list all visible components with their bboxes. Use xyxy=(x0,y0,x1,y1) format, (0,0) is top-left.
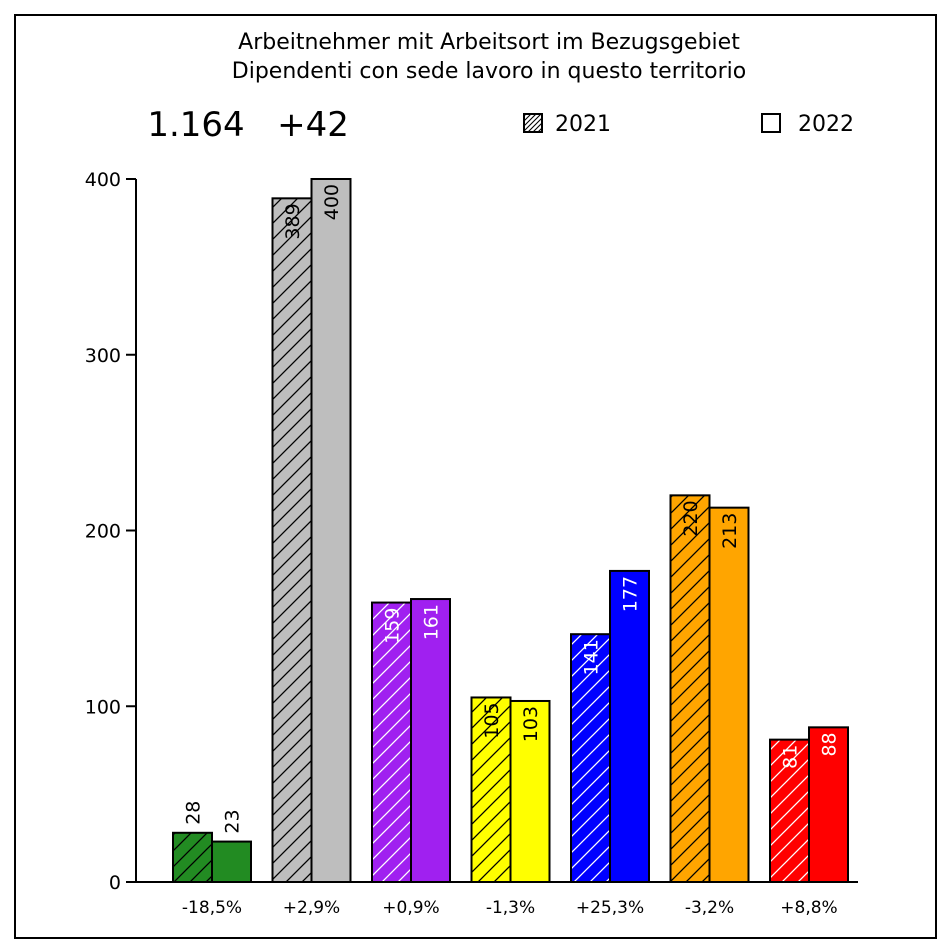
y-tick-label: 400 xyxy=(85,169,121,191)
bar-2021 xyxy=(570,633,611,883)
y-tick-label: 100 xyxy=(85,696,121,718)
bar-2022 xyxy=(808,726,849,884)
legend-label-2022: 2022 xyxy=(798,112,854,137)
y-tick-label: 300 xyxy=(85,345,121,367)
bar-value-label: 400 xyxy=(321,184,343,220)
category-label: -3,2% xyxy=(685,898,734,918)
bar-value-label: 105 xyxy=(481,702,503,738)
legend-swatch-2021 xyxy=(523,113,543,133)
bar-value-label: 23 xyxy=(222,809,244,833)
bar-value-label: 177 xyxy=(620,576,642,612)
bar-2022 xyxy=(410,598,451,883)
category-labels: -18,5% +2,9% +0,9% -1,3% +25,3% -3,2% +8,8% xyxy=(182,898,838,918)
category-label: +2,9% xyxy=(283,898,340,918)
bar-2021 xyxy=(769,738,810,884)
y-tick-label: 0 xyxy=(109,872,121,894)
legend-label-2021: 2021 xyxy=(555,112,611,137)
chart-title: Arbeitnehmer mit Arbeitsort im Bezugsgeb… xyxy=(238,30,740,55)
bar-2022 xyxy=(310,178,352,883)
bar-value-label: 88 xyxy=(819,732,841,756)
bar-value-label: 161 xyxy=(421,604,443,640)
category-label: +25,3% xyxy=(576,898,644,918)
bar-2021 xyxy=(669,494,711,883)
bar-value-label: 81 xyxy=(780,745,802,769)
chart-subtitle: Dipendenti con sede lavoro in questo ter… xyxy=(232,59,746,84)
category-label: -1,3% xyxy=(486,898,535,918)
bar-2022 xyxy=(211,840,252,884)
bar-value-label: 159 xyxy=(382,608,404,644)
y-ticks: 0 100 200 300 400 xyxy=(85,169,136,894)
bar-value-label: 220 xyxy=(680,500,702,536)
bar-2021 xyxy=(172,831,213,883)
bars: 28 23 389 400 159 161 105 103 141 177 220 213 81 88 xyxy=(172,178,849,884)
bar-value-label: 213 xyxy=(719,513,741,549)
bar-2021 xyxy=(271,197,313,883)
y-tick-label: 200 xyxy=(85,521,121,543)
change-value: +42 xyxy=(277,105,349,145)
category-label: -18,5% xyxy=(182,898,242,918)
bar-2022 xyxy=(609,569,650,883)
bar-value-label: 389 xyxy=(282,203,304,239)
bar-value-label: 28 xyxy=(183,801,205,825)
bar-value-label: 141 xyxy=(581,639,603,675)
category-label: +0,9% xyxy=(382,898,439,918)
bar-2021 xyxy=(371,601,412,883)
bar-value-label: 103 xyxy=(520,706,542,742)
bar-2022 xyxy=(509,699,551,883)
legend: 2021 2022 xyxy=(523,112,854,137)
total-value: 1.164 xyxy=(147,105,244,145)
bar-2022 xyxy=(708,506,750,883)
legend-swatch-2022 xyxy=(761,113,781,133)
category-label: +8,8% xyxy=(780,898,837,918)
